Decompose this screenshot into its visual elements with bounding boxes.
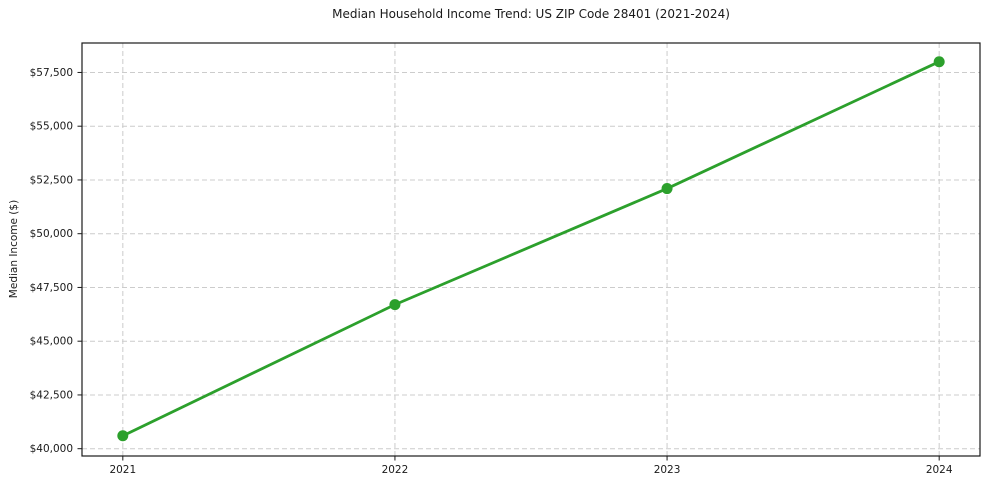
x-tick-label: 2022 [382, 464, 409, 476]
trend-line [121, 60, 941, 438]
y-tick-label: $45,000 [30, 336, 73, 348]
x-tick-label: 2021 [109, 464, 136, 476]
y-tick-label: $50,000 [30, 228, 73, 240]
x-tick-label: 2024 [926, 464, 953, 476]
chart-title: Median Household Income Trend: US ZIP Co… [332, 7, 730, 21]
x-tick-label: 2023 [654, 464, 681, 476]
data-point-marker [389, 299, 401, 311]
data-point-marker [933, 56, 945, 68]
y-tick-label: $40,000 [30, 443, 73, 455]
y-tick-label: $47,500 [30, 282, 73, 294]
y-tick-label: $55,000 [30, 121, 73, 133]
y-tick-label: $42,500 [30, 389, 73, 401]
y-tick-label: $57,500 [30, 67, 73, 79]
y-tick-label: $52,500 [30, 174, 73, 186]
plot-border [81, 42, 981, 457]
data-point-marker [661, 183, 673, 195]
data-point-marker [117, 430, 129, 442]
y-axis-label: Median Income ($) [8, 199, 20, 299]
